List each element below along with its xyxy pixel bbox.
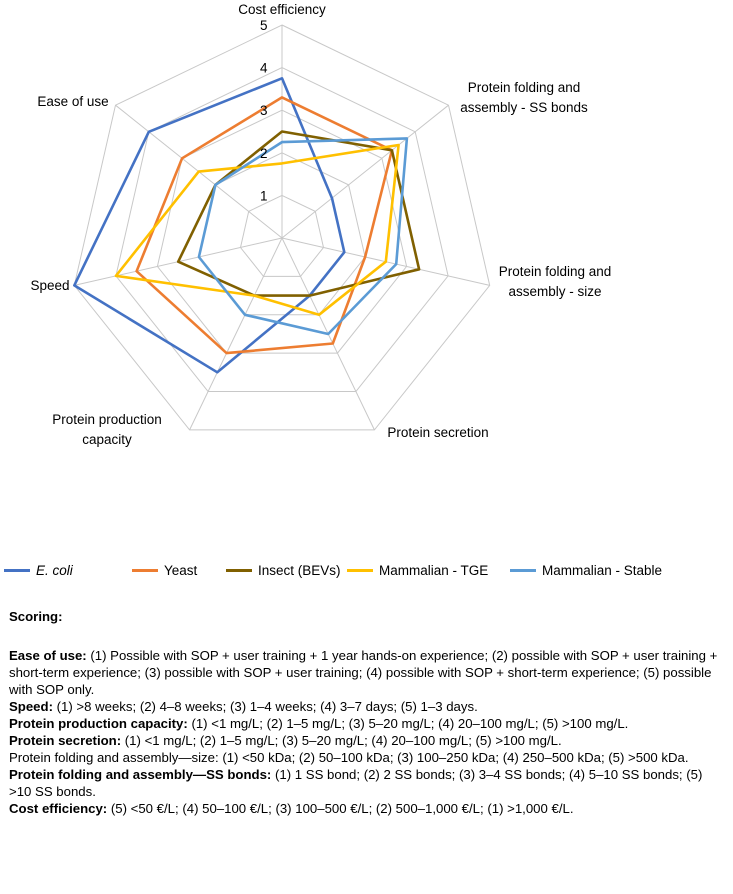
- scoring-item-text: (1) <1 mg/L; (2) 1–5 mg/L; (3) 5–20 mg/L…: [187, 716, 629, 731]
- scoring-item-text: (1) 1 SS bond; (2) 2 SS bonds; (3) 3–4 S…: [9, 767, 703, 799]
- legend-item-0: E. coli: [4, 563, 73, 578]
- legend-swatch: [132, 569, 158, 572]
- scoring-item-text: (1) <50 kDa; (2) 50–100 kDa; (3) 100–250…: [218, 750, 689, 765]
- radar-spokes: [74, 25, 490, 431]
- legend-swatch: [510, 569, 536, 572]
- scoring-notes: Scoring: Ease of use: (1) Possible with …: [9, 608, 724, 817]
- axis-label-4: Protein production capacity: [52, 412, 162, 447]
- tick-label-3: 3: [260, 103, 268, 118]
- series-line-2: [176, 130, 421, 297]
- legend-label: Yeast: [164, 563, 198, 578]
- radar-chart: 1 2 3 4 5 Cost efficiency Protein folding and…: [30, 2, 611, 447]
- chart-legend: E. coli Yeast Insect (BEVs) Mammalian - TGE…: [4, 563, 733, 583]
- radar-tick-labels: 1 2 3 4 5: [260, 18, 268, 203]
- scoring-item-label: Cost efficiency:: [9, 801, 108, 816]
- scoring-item-label: Ease of use:: [9, 648, 87, 663]
- spoke-1: [281, 104, 449, 239]
- scoring-item: Ease of use: (1) Possible with SOP + use…: [9, 647, 724, 698]
- scoring-item-text: (1) >8 weeks; (2) 4–8 weeks; (3) 1–4 wee…: [52, 699, 478, 714]
- scoring-item-text: (1) Possible with SOP + user training + …: [9, 648, 718, 697]
- legend-item-2: Insect (BEVs): [226, 563, 341, 578]
- tick-label-4: 4: [260, 61, 268, 76]
- grid-ring-1: [239, 194, 325, 277]
- scoring-item-text: (5) <50 €/L; (4) 50–100 €/L; (3) 100–500…: [107, 801, 574, 816]
- series-line-0: [73, 77, 346, 374]
- series-line-4: [197, 137, 409, 336]
- scoring-heading: Scoring:: [9, 609, 63, 624]
- axis-label-6: Ease of use: [37, 94, 108, 109]
- scoring-item-label: Speed:: [9, 699, 53, 714]
- legend-label: Mammalian - TGE: [379, 563, 489, 578]
- axis-label-1: Protein folding and assembly - SS bonds: [460, 80, 588, 115]
- legend-swatch: [4, 569, 30, 572]
- scoring-item: Cost efficiency: (5) <50 €/L; (4) 50–100…: [9, 800, 724, 817]
- tick-label-2: 2: [260, 146, 268, 161]
- series-line-3: [114, 143, 400, 317]
- grid-ring-5: [73, 24, 491, 431]
- legend-swatch: [226, 569, 252, 572]
- scoring-item-label: Protein production capacity:: [9, 716, 188, 731]
- scoring-item-label: Protein secretion:: [9, 733, 122, 748]
- axis-label-5: Speed: [30, 278, 69, 293]
- radar-series: [73, 77, 421, 374]
- scoring-item: Protein folding and assembly—size: (1) <…: [9, 749, 724, 766]
- grid-ring-4: [115, 67, 449, 392]
- scoring-item-label: Protein folding and assembly—size:: [9, 750, 219, 765]
- axis-label-2: Protein folding and assembly - size: [499, 264, 612, 299]
- legend-label: Insect (BEVs): [258, 563, 341, 578]
- scoring-list: Ease of use: (1) Possible with SOP + use…: [9, 647, 724, 817]
- scoring-item: Protein folding and assembly—SS bonds: (…: [9, 766, 724, 800]
- legend-label: Mammalian - Stable: [542, 563, 663, 578]
- tick-label-1: 1: [260, 188, 268, 203]
- series-line-1: [135, 96, 394, 355]
- scoring-item: Protein production capacity: (1) <1 mg/L…: [9, 715, 724, 732]
- scoring-item: Speed: (1) >8 weeks; (2) 4–8 weeks; (3) …: [9, 698, 724, 715]
- axis-label-3: Protein secretion: [387, 425, 488, 440]
- legend-label: E. coli: [36, 563, 73, 578]
- legend-item-1: Yeast: [132, 563, 197, 578]
- legend-item-4: Mammalian - Stable: [510, 563, 662, 578]
- legend-swatch: [347, 569, 373, 572]
- axis-label-0: Cost efficiency: [238, 2, 326, 17]
- scoring-item-label: Protein folding and assembly—SS bonds:: [9, 767, 272, 782]
- spoke-4: [189, 237, 283, 431]
- legend-item-3: Mammalian - TGE: [347, 563, 488, 578]
- scoring-item: Protein secretion: (1) <1 mg/L; (2) 1–5 …: [9, 732, 724, 749]
- tick-label-5: 5: [260, 18, 268, 33]
- radar-axis-labels: Cost efficiency Protein folding and assemb…: [30, 2, 611, 447]
- scoring-item-text: (1) <1 mg/L; (2) 1–5 mg/L; (3) 5–20 mg/L…: [121, 733, 562, 748]
